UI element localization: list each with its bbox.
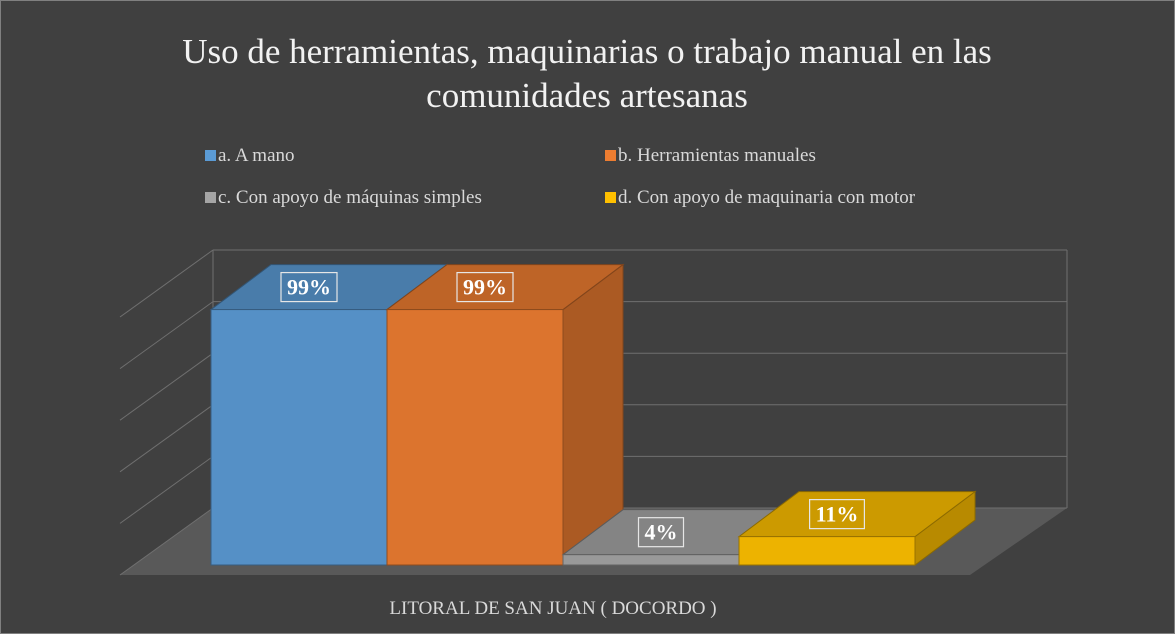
bar	[738, 536, 916, 566]
data-label: 4%	[645, 520, 678, 545]
data-label: 11%	[816, 502, 859, 527]
grid-line	[119, 455, 214, 524]
grid-line	[119, 249, 214, 318]
legend-label: a. A mano	[218, 145, 295, 166]
legend-swatch	[605, 150, 616, 161]
bar	[386, 309, 564, 566]
legend-label: d. Con apoyo de maquinaria con motor	[618, 187, 916, 208]
legend-swatch	[205, 192, 216, 203]
data-label: 99%	[287, 275, 331, 300]
legend-label: b. Herramientas manuales	[618, 145, 816, 166]
data-label-box	[456, 271, 514, 303]
legend-swatch	[205, 150, 216, 161]
data-label-box	[809, 499, 865, 530]
data-label-box	[280, 271, 338, 303]
data-label: 99%	[463, 275, 507, 300]
grid-line	[119, 301, 214, 370]
x-tick-label: LITORAL DE SAN JUAN ( DOCORDO )	[389, 598, 716, 619]
grid-line	[119, 507, 214, 576]
bar	[562, 554, 740, 566]
legend-label: c. Con apoyo de máquinas simples	[218, 187, 482, 208]
legend-swatch	[605, 192, 616, 203]
data-label-box	[637, 517, 685, 548]
chart-title: Uso de herramientas, maquinarias o traba…	[182, 32, 992, 115]
grid-line	[119, 352, 214, 421]
bar	[210, 309, 388, 566]
grid-line	[119, 404, 214, 473]
